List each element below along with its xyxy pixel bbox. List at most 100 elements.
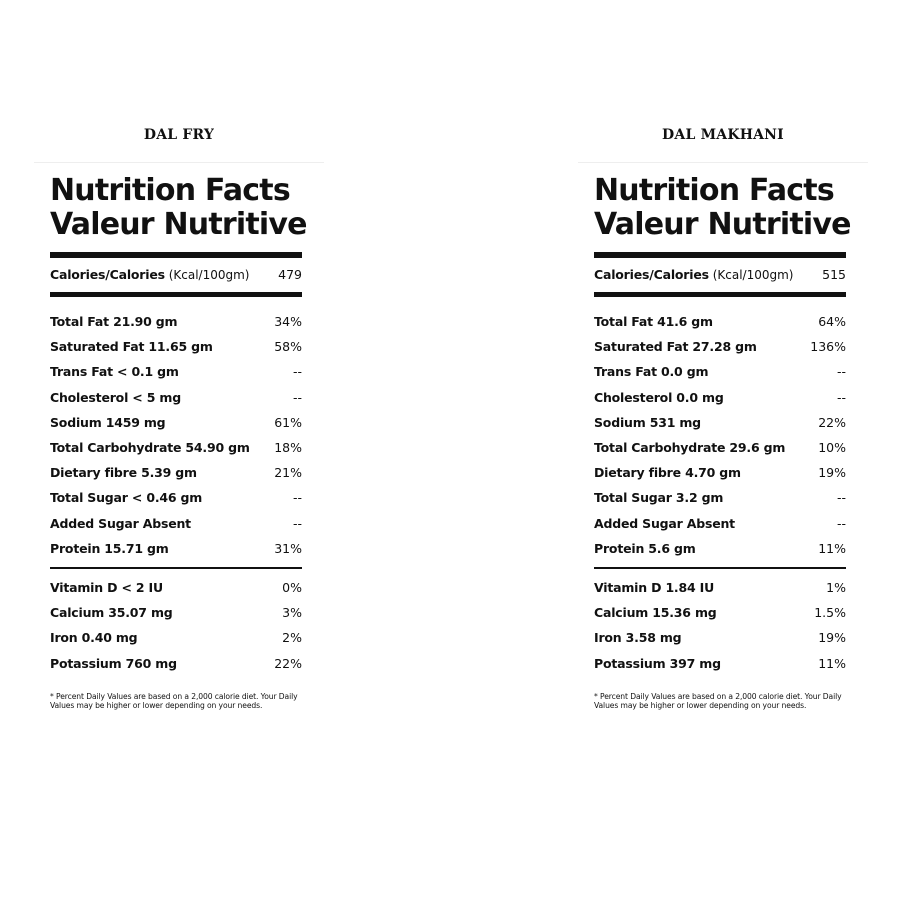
- calories-unit: (Kcal/100gm): [712, 268, 794, 282]
- vitamin-row: Iron 3.58 mg 19%: [594, 625, 846, 650]
- nutrient-name: Added Sugar Absent: [50, 515, 191, 531]
- vitamin-row: Potassium 760 mg 22%: [50, 650, 302, 675]
- footnote: * Percent Daily Values are based on a 2,…: [594, 691, 842, 711]
- vitamin-name: Calcium 15.36 mg: [594, 605, 717, 621]
- daily-value: 34%: [274, 314, 302, 330]
- daily-value: 11%: [818, 655, 846, 671]
- daily-value: 19%: [818, 630, 846, 646]
- vitamin-list: Vitamin D 1.84 IU 1% Calcium 15.36 mg 1.5%…: [594, 575, 846, 676]
- nutrient-row: Cholesterol < 5 mg --: [50, 385, 302, 410]
- nutrient-list: Total Fat 41.6 gm 64% Saturated Fat 27.28…: [594, 309, 846, 561]
- daily-value: 21%: [274, 465, 302, 481]
- nutrient-name: Added Sugar Absent: [594, 515, 735, 531]
- footnote: * Percent Daily Values are based on a 2,…: [50, 691, 298, 711]
- daily-value: --: [292, 490, 302, 506]
- nutrient-name: Trans Fat < 0.1 gm: [50, 364, 179, 380]
- nutrient-list: Total Fat 21.90 gm 34% Saturated Fat 11.6…: [50, 309, 302, 561]
- vitamin-row: Vitamin D 1.84 IU 1%: [594, 575, 846, 600]
- nutrient-name: Saturated Fat 27.28 gm: [594, 339, 757, 355]
- nutrient-name: Total Fat 21.90 gm: [50, 314, 178, 330]
- nutrient-row: Saturated Fat 11.65 gm 58%: [50, 334, 302, 359]
- daily-value: 1%: [826, 579, 846, 595]
- title-divider: [34, 162, 324, 163]
- calories-value: 479: [278, 267, 302, 282]
- nutrient-name: Total Carbohydrate 29.6 gm: [594, 440, 786, 456]
- daily-value: 10%: [818, 440, 846, 456]
- heading-english: Nutrition Facts: [50, 173, 291, 208]
- calories-divider: [594, 292, 846, 297]
- heading-french: Valeur Nutritive: [594, 207, 851, 242]
- heading-english: Nutrition Facts: [594, 173, 835, 208]
- calories-name: Calories/Calories: [594, 267, 709, 282]
- dal-makhani-panel: DAL MAKHANI Nutrition Facts Valeur Nutri…: [578, 0, 868, 900]
- nutrient-row: Added Sugar Absent --: [50, 511, 302, 536]
- nutrient-row: Protein 15.71 gm 31%: [50, 536, 302, 561]
- nutrient-row: Saturated Fat 27.28 gm 136%: [594, 334, 846, 359]
- nutrient-name: Total Sugar < 0.46 gm: [50, 490, 203, 506]
- daily-value: --: [836, 490, 846, 506]
- daily-value: --: [292, 364, 302, 380]
- nutrient-name: Total Sugar 3.2 gm: [594, 490, 724, 506]
- daily-value: --: [836, 364, 846, 380]
- product-title: DAL FRY: [143, 127, 215, 143]
- daily-value: --: [292, 389, 302, 405]
- nutrient-row: Cholesterol 0.0 mg --: [594, 385, 846, 410]
- nutrient-name: Sodium 1459 mg: [50, 414, 166, 430]
- nutrient-row: Sodium 1459 mg 61%: [50, 410, 302, 435]
- dal-fry-panel: DAL FRY Nutrition Facts Valeur Nutritive…: [34, 0, 324, 900]
- nutrition-facts-label: Nutrition Facts Valeur Nutritive Calorie…: [594, 173, 851, 710]
- daily-value: 58%: [274, 339, 302, 355]
- nutrient-row: Protein 5.6 gm 11%: [594, 536, 846, 561]
- daily-value: 19%: [818, 465, 846, 481]
- nutrient-name: Dietary fibre 4.70 gm: [594, 465, 741, 481]
- vitamin-name: Iron 3.58 mg: [594, 630, 682, 646]
- nutrient-name: Saturated Fat 11.65 gm: [50, 339, 213, 355]
- daily-value: 136%: [810, 339, 846, 355]
- nutrient-row: Dietary fibre 4.70 gm 19%: [594, 460, 846, 485]
- vitamin-row: Calcium 35.07 mg 3%: [50, 600, 302, 625]
- vitamin-name: Potassium 760 mg: [50, 655, 177, 671]
- nutrient-row: Total Fat 41.6 gm 64%: [594, 309, 846, 334]
- vitamin-row: Vitamin D < 2 IU 0%: [50, 575, 302, 600]
- nutrient-name: Dietary fibre 5.39 gm: [50, 465, 197, 481]
- nutrient-name: Trans Fat 0.0 gm: [594, 364, 709, 380]
- daily-value: --: [836, 515, 846, 531]
- nutrition-facts-label: Nutrition Facts Valeur Nutritive Calorie…: [50, 173, 307, 710]
- calories-row: Calories/Calories (Kcal/100gm) 515: [594, 260, 846, 290]
- nutrient-row: Total Sugar 3.2 gm --: [594, 485, 846, 510]
- calories-row: Calories/Calories (Kcal/100gm) 479: [50, 260, 302, 290]
- nutrient-name: Protein 5.6 gm: [594, 540, 696, 556]
- daily-value: 31%: [274, 540, 302, 556]
- vitamin-divider: [594, 566, 846, 569]
- calories-label: Calories/Calories (Kcal/100gm): [594, 260, 793, 290]
- thick-divider: [50, 252, 302, 258]
- nutrient-name: Cholesterol < 5 mg: [50, 389, 181, 405]
- vitamin-name: Potassium 397 mg: [594, 655, 721, 671]
- vitamin-name: Vitamin D < 2 IU: [50, 579, 163, 595]
- vitamin-list: Vitamin D < 2 IU 0% Calcium 35.07 mg 3% Ir…: [50, 575, 302, 676]
- nutrient-row: Added Sugar Absent --: [594, 511, 846, 536]
- nutrient-row: Dietary fibre 5.39 gm 21%: [50, 460, 302, 485]
- daily-value: 61%: [274, 414, 302, 430]
- daily-value: 22%: [274, 655, 302, 671]
- nutrient-name: Sodium 531 mg: [594, 414, 701, 430]
- daily-value: 11%: [818, 540, 846, 556]
- nutrient-row: Sodium 531 mg 22%: [594, 410, 846, 435]
- vitamin-name: Iron 0.40 mg: [50, 630, 138, 646]
- nutrient-row: Total Carbohydrate 54.90 gm 18%: [50, 435, 302, 460]
- daily-value: 1.5%: [814, 605, 846, 621]
- nutrient-name: Total Carbohydrate 54.90 gm: [50, 440, 250, 456]
- daily-value: --: [836, 389, 846, 405]
- vitamin-row: Calcium 15.36 mg 1.5%: [594, 600, 846, 625]
- heading-french: Valeur Nutritive: [50, 207, 307, 242]
- nutrient-name: Protein 15.71 gm: [50, 540, 169, 556]
- vitamin-row: Potassium 397 mg 11%: [594, 650, 846, 675]
- calories-divider: [50, 292, 302, 297]
- daily-value: 22%: [818, 414, 846, 430]
- nutrient-row: Trans Fat 0.0 gm --: [594, 359, 846, 384]
- title-divider: [578, 162, 868, 163]
- calories-value: 515: [822, 267, 846, 282]
- nutrient-row: Total Sugar < 0.46 gm --: [50, 485, 302, 510]
- nutrient-name: Total Fat 41.6 gm: [594, 314, 713, 330]
- vitamin-row: Iron 0.40 mg 2%: [50, 625, 302, 650]
